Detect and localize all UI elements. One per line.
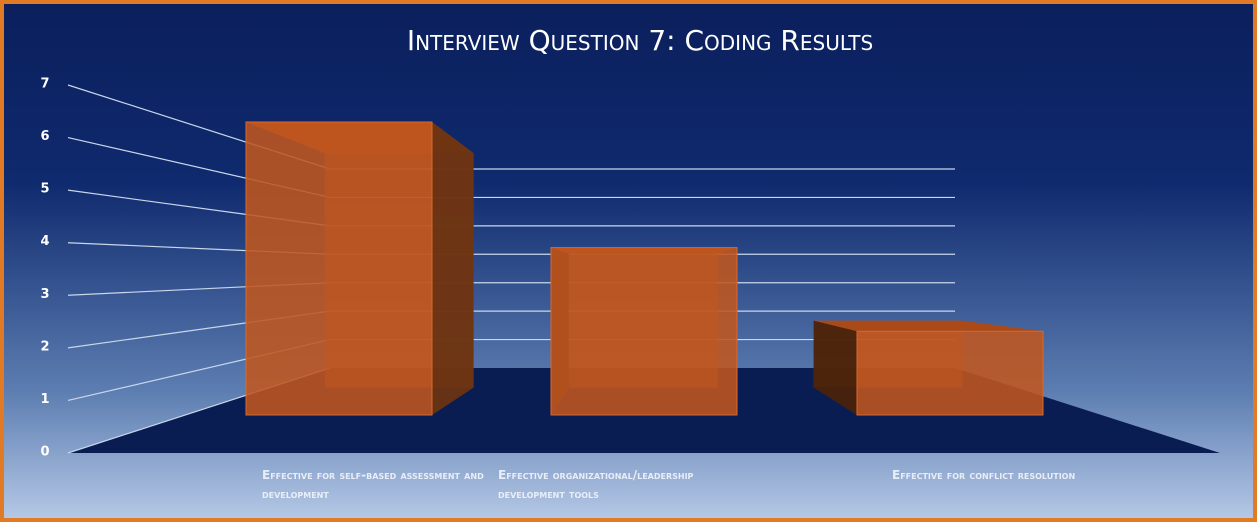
bar xyxy=(550,247,738,416)
x-tick-label: Effective for self-based assessment and d… xyxy=(262,468,484,501)
y-tick-label: 2 xyxy=(40,339,49,354)
y-tick-label: 1 xyxy=(40,392,49,407)
y-tick-label: 4 xyxy=(40,234,49,249)
y-tick-label: 7 xyxy=(40,77,49,92)
bar xyxy=(245,121,433,416)
bar-side xyxy=(432,122,474,415)
bar-side xyxy=(813,320,857,415)
x-tick-label: Effective organizational/leadership devel… xyxy=(498,468,694,501)
bar xyxy=(856,330,1044,416)
y-tick-label: 3 xyxy=(40,287,49,302)
bar-top xyxy=(813,320,1043,332)
chart-title: Interview Question 7: Coding Results xyxy=(407,24,873,57)
x-tick-label: Effective for conflict resolution xyxy=(892,468,1075,482)
y-tick-label: 6 xyxy=(40,129,49,144)
y-tick-label: 0 xyxy=(40,445,49,460)
y-tick-label: 5 xyxy=(40,182,49,197)
